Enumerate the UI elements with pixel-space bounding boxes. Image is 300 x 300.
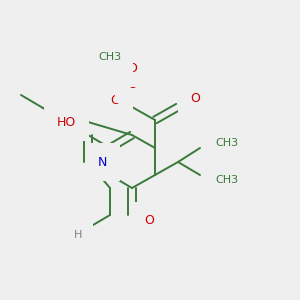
Text: O: O xyxy=(127,77,137,91)
Text: N: N xyxy=(98,155,107,169)
Text: CH3: CH3 xyxy=(98,52,122,62)
Text: O: O xyxy=(68,227,78,241)
Text: O: O xyxy=(190,92,200,106)
Text: CH3: CH3 xyxy=(215,138,238,148)
Text: O: O xyxy=(144,214,154,227)
Text: H: H xyxy=(74,230,82,240)
Text: O: O xyxy=(127,61,137,74)
Text: O: O xyxy=(110,94,120,107)
Text: HO: HO xyxy=(57,116,76,128)
Text: CH3: CH3 xyxy=(215,175,238,185)
